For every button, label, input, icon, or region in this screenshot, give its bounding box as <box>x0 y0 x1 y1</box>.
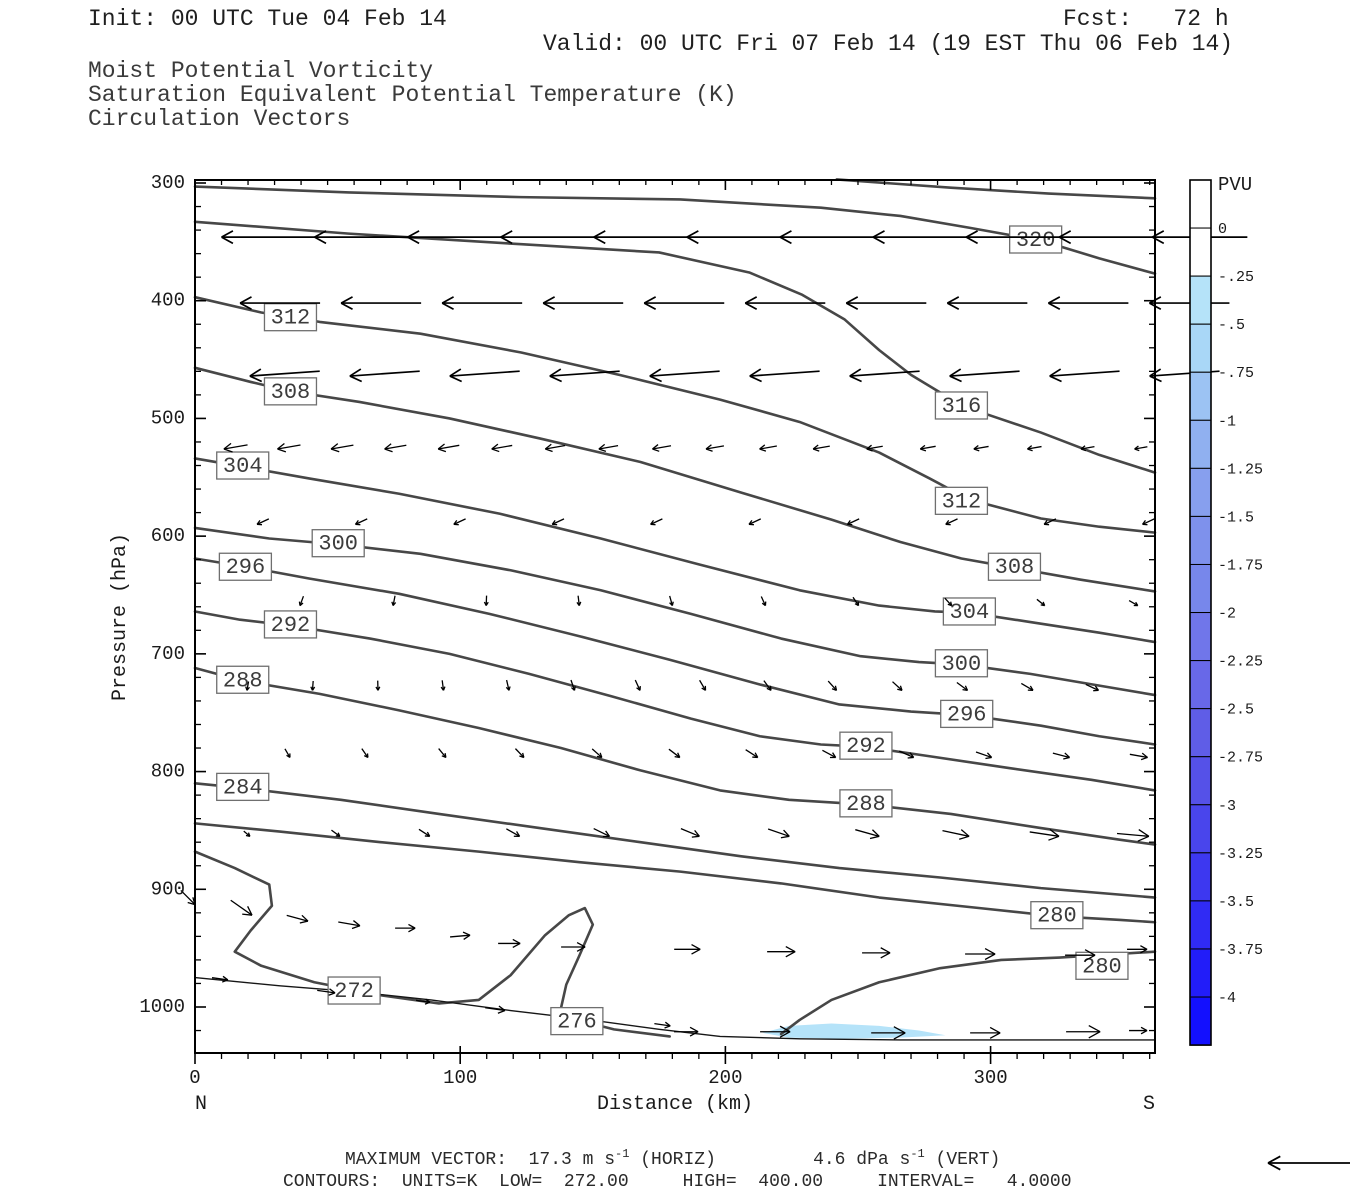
init-time-label: Init: 00 UTC Tue 04 Feb 14 <box>88 6 447 32</box>
svg-text:800: 800 <box>151 761 185 783</box>
field-title-1: Moist Potential Vorticity <box>88 58 434 84</box>
svg-text:Distance (km): Distance (km) <box>597 1093 753 1116</box>
svg-text:-2.25: -2.25 <box>1218 654 1263 671</box>
svg-text:-1.25: -1.25 <box>1218 461 1263 478</box>
svg-text:292: 292 <box>846 734 886 759</box>
svg-text:0: 0 <box>189 1067 200 1089</box>
svg-text:312: 312 <box>942 489 982 514</box>
svg-text:320: 320 <box>1016 228 1056 253</box>
pvu-colorbar: PVU 0 -.25 -.5 -.75 -1 -1.25 -1.5 -1.75 -2 -2.25 -2… <box>1189 174 1263 1046</box>
svg-text:292: 292 <box>271 613 311 638</box>
svg-text:296: 296 <box>226 555 266 580</box>
svg-text:276: 276 <box>557 1010 597 1035</box>
svg-text:-1.75: -1.75 <box>1218 557 1263 574</box>
svg-text:304: 304 <box>223 454 263 479</box>
svg-text:200: 200 <box>708 1067 742 1089</box>
svg-text:-3.25: -3.25 <box>1218 846 1263 863</box>
svg-text:N: N <box>195 1093 207 1116</box>
svg-text:Pressure (hPa): Pressure (hPa) <box>109 533 132 701</box>
svg-text:308: 308 <box>271 380 311 405</box>
svg-text:300: 300 <box>151 172 185 194</box>
svg-text:300: 300 <box>318 532 358 557</box>
svg-text:0: 0 <box>1218 221 1227 238</box>
svg-text:316: 316 <box>942 394 982 419</box>
svg-text:-2.75: -2.75 <box>1218 750 1263 767</box>
svg-text:400: 400 <box>151 290 185 312</box>
svg-text:S: S <box>1143 1093 1155 1116</box>
svg-text:-3.5: -3.5 <box>1218 894 1254 911</box>
svg-text:308: 308 <box>995 555 1035 580</box>
field-title-3: Circulation Vectors <box>88 106 351 132</box>
svg-text:300: 300 <box>942 652 982 677</box>
svg-text:288: 288 <box>223 668 263 693</box>
svg-text:-.5: -.5 <box>1218 317 1245 334</box>
svg-text:PVU: PVU <box>1218 174 1252 196</box>
svg-text:600: 600 <box>151 525 185 547</box>
svg-text:288: 288 <box>846 792 886 817</box>
svg-text:-1.5: -1.5 <box>1218 509 1254 526</box>
svg-text:-.25: -.25 <box>1218 269 1254 286</box>
svg-text:-2: -2 <box>1218 606 1236 623</box>
svg-text:-4: -4 <box>1218 990 1236 1007</box>
theta-es-contours <box>193 178 1157 1041</box>
svg-text:-3: -3 <box>1218 798 1236 815</box>
svg-text:900: 900 <box>151 878 185 900</box>
svg-text:500: 500 <box>151 407 185 429</box>
svg-text:-.75: -.75 <box>1218 365 1254 382</box>
svg-text:312: 312 <box>271 306 311 331</box>
axes: 300 400 500 600 700 800 900 1000 0 100 200 300 N S Dis… <box>109 172 1156 1116</box>
reference-vector-arrow <box>1267 1155 1350 1171</box>
svg-text:100: 100 <box>443 1067 477 1089</box>
contours-info-caption: CONTOURS: UNITS=K LOW= 272.00 HIGH= 400.… <box>283 1172 1072 1192</box>
svg-text:304: 304 <box>950 600 990 625</box>
svg-text:296: 296 <box>947 702 987 727</box>
svg-text:284: 284 <box>223 775 263 800</box>
valid-time-label: Valid: 00 UTC Fri 07 Feb 14 (19 EST Thu … <box>543 31 1234 57</box>
svg-text:272: 272 <box>334 979 374 1004</box>
svg-text:300: 300 <box>973 1067 1007 1089</box>
svg-text:-2.5: -2.5 <box>1218 702 1254 719</box>
svg-text:-1: -1 <box>1218 413 1236 430</box>
svg-text:280: 280 <box>1082 954 1122 979</box>
contour-labels: 3203163123123083083043043003002962962922… <box>216 225 1129 1036</box>
svg-text:1000: 1000 <box>139 996 185 1018</box>
maximum-vector-caption: MAXIMUM VECTOR: 17.3 m s-1 (HORIZ) 4.6 d… <box>345 1147 1001 1170</box>
svg-text:280: 280 <box>1037 904 1077 929</box>
svg-text:-3.75: -3.75 <box>1218 942 1263 959</box>
svg-text:700: 700 <box>151 643 185 665</box>
negative-mpv-shading <box>762 1023 946 1039</box>
forecast-hour-label: Fcst: 72 h <box>1063 6 1229 32</box>
field-title-2: Saturation Equivalent Potential Temperat… <box>88 82 737 108</box>
